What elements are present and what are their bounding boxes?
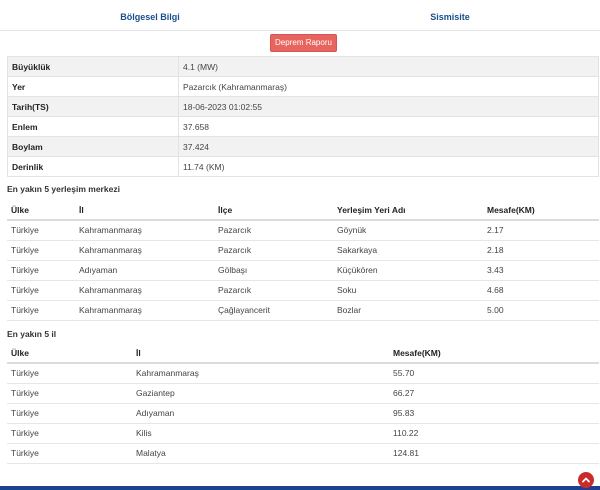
table-cell: Pazarcık (214, 280, 333, 301)
table-cell: Türkiye (7, 363, 132, 384)
info-key: Tarih(TS) (7, 96, 179, 117)
info-key: Yer (7, 76, 179, 97)
table-cell: Kahramanmaraş (75, 280, 214, 301)
table-row: Türkiye Kahramanmaraş Çağlayancerit Bozl… (7, 300, 599, 321)
table-cell: Küçükören (333, 260, 483, 281)
column-header: Mesafe(KM) (389, 343, 599, 364)
table-cell: 110.22 (389, 423, 599, 444)
table-cell: Türkiye (7, 220, 75, 241)
table-cell: Pazarcık (214, 220, 333, 241)
table-cell: Kahramanmaraş (75, 220, 214, 241)
table-cell: Kahramanmaraş (75, 300, 214, 321)
info-value: 4.1 (MW) (178, 56, 599, 77)
table-cell: 2.18 (483, 240, 599, 261)
info-key: Boylam (7, 136, 179, 157)
tab-divider (0, 30, 600, 31)
table-cell: 3.43 (483, 260, 599, 281)
info-row-magnitude: Büyüklük 4.1 (MW) (7, 56, 599, 77)
info-value: 37.424 (178, 136, 599, 157)
table-cell: 55.70 (389, 363, 599, 384)
table-header-row: Ülke İl İlçe Yerleşim Yeri Adı Mesafe(KM… (7, 200, 599, 221)
table-row: Türkiye Malatya 124.81 (7, 443, 599, 464)
column-header: İlçe (214, 200, 333, 221)
info-key: Derinlik (7, 156, 179, 177)
info-value: 11.74 (KM) (178, 156, 599, 177)
table-cell: Göynük (333, 220, 483, 241)
table-cell: Adıyaman (132, 403, 389, 424)
table-row: Türkiye Adıyaman 95.83 (7, 403, 599, 424)
table-cell: 95.83 (389, 403, 599, 424)
bottom-bar (0, 486, 600, 490)
table-cell: Sakarkaya (333, 240, 483, 261)
provinces-title: En yakın 5 il (7, 329, 57, 339)
earthquake-report-button[interactable]: Deprem Raporu (270, 34, 337, 52)
scroll-to-top-button[interactable] (578, 472, 594, 488)
table-row: Türkiye Adıyaman Gölbaşı Küçükören 3.43 (7, 260, 599, 281)
info-value: 18-06-2023 01:02:55 (178, 96, 599, 117)
table-cell: Çağlayancerit (214, 300, 333, 321)
info-row-latitude: Enlem 37.658 (7, 116, 599, 137)
table-row: Türkiye Kahramanmaraş Pazarcık Soku 4.68 (7, 280, 599, 301)
table-cell: Bozlar (333, 300, 483, 321)
table-row: Türkiye Gaziantep 66.27 (7, 383, 599, 404)
table-cell: Malatya (132, 443, 389, 464)
chevron-up-icon (582, 477, 590, 483)
info-row-longitude: Boylam 37.424 (7, 136, 599, 157)
column-header: Yerleşim Yeri Adı (333, 200, 483, 221)
table-cell: Adıyaman (75, 260, 214, 281)
table-row: Türkiye Kahramanmaraş Pazarcık Sakarkaya… (7, 240, 599, 261)
column-header: Ülke (7, 200, 75, 221)
table-cell: Gölbaşı (214, 260, 333, 281)
table-cell: 5.00 (483, 300, 599, 321)
column-header: Ülke (7, 343, 132, 364)
table-cell: Gaziantep (132, 383, 389, 404)
table-cell: Türkiye (7, 383, 132, 404)
info-key: Enlem (7, 116, 179, 137)
table-cell: Türkiye (7, 240, 75, 261)
table-cell: Türkiye (7, 280, 75, 301)
info-value: 37.658 (178, 116, 599, 137)
table-cell: 124.81 (389, 443, 599, 464)
table-cell: 4.68 (483, 280, 599, 301)
table-row: Türkiye Kahramanmaraş Pazarcık Göynük 2.… (7, 220, 599, 241)
table-row: Türkiye Kahramanmaraş 55.70 (7, 363, 599, 384)
table-cell: Türkiye (7, 260, 75, 281)
table-cell: Kilis (132, 423, 389, 444)
earthquake-info-table: Büyüklük 4.1 (MW) Yer Pazarcık (Kahraman… (7, 56, 599, 177)
table-cell: 2.17 (483, 220, 599, 241)
table-header-row: Ülke İl Mesafe(KM) (7, 343, 599, 364)
column-header: İl (132, 343, 389, 364)
table-cell: Türkiye (7, 443, 132, 464)
tab-seismicity[interactable]: Sismisite (430, 12, 470, 22)
column-header: İl (75, 200, 214, 221)
info-row-depth: Derinlik 11.74 (KM) (7, 156, 599, 177)
table-cell: Türkiye (7, 300, 75, 321)
table-cell: Pazarcık (214, 240, 333, 261)
table-cell: Türkiye (7, 423, 132, 444)
provinces-table: Ülke İl Mesafe(KM) Türkiye Kahramanmaraş… (7, 343, 599, 464)
info-row-date: Tarih(TS) 18-06-2023 01:02:55 (7, 96, 599, 117)
table-row: Türkiye Kilis 110.22 (7, 423, 599, 444)
info-row-location: Yer Pazarcık (Kahramanmaraş) (7, 76, 599, 97)
table-cell: 66.27 (389, 383, 599, 404)
info-key: Büyüklük (7, 56, 179, 77)
table-cell: Kahramanmaraş (75, 240, 214, 261)
info-value: Pazarcık (Kahramanmaraş) (178, 76, 599, 97)
table-cell: Kahramanmaraş (132, 363, 389, 384)
table-cell: Türkiye (7, 403, 132, 424)
tab-regional-info[interactable]: Bölgesel Bilgi (120, 12, 180, 22)
settlements-table: Ülke İl İlçe Yerleşim Yeri Adı Mesafe(KM… (7, 200, 599, 321)
tab-bar: Bölgesel Bilgi Sismisite (0, 0, 600, 32)
settlements-title: En yakın 5 yerleşim merkezi (7, 184, 120, 194)
column-header: Mesafe(KM) (483, 200, 599, 221)
table-cell: Soku (333, 280, 483, 301)
